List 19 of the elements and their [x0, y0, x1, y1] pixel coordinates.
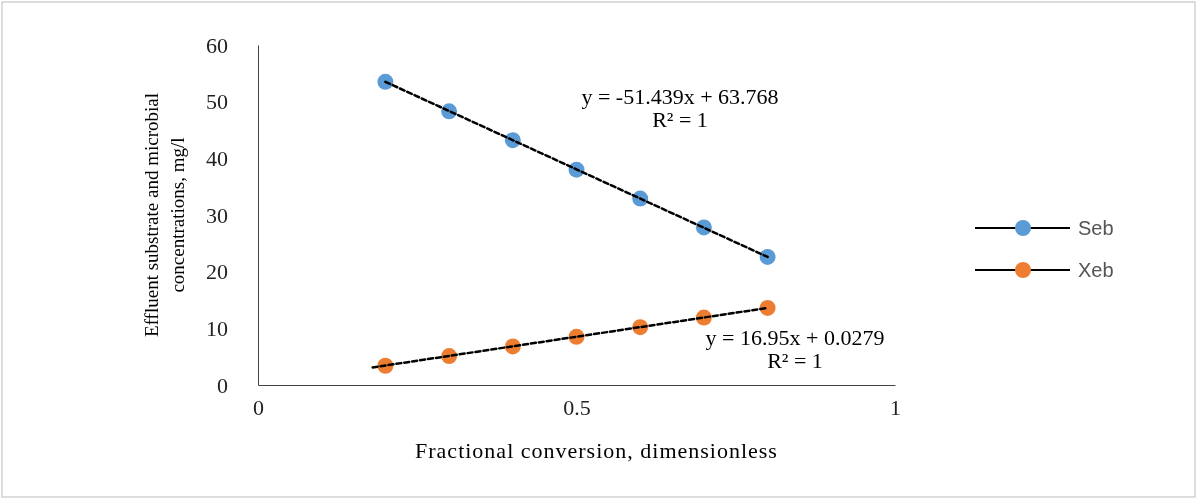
point: [759, 299, 776, 316]
annotation: R² = 1: [652, 107, 708, 132]
y-axis-title: Effluent substrate and microbial concentrations, mg/l: [141, 93, 188, 337]
y-tick-label: 0: [217, 372, 228, 398]
y-tick-label: 20: [206, 259, 228, 285]
y-tick-label: 10: [206, 315, 228, 341]
y-tick-label: 30: [206, 202, 228, 228]
x-axis-title: Fractional conversion, dimensionless: [415, 438, 778, 463]
y-tick-label: 60: [206, 32, 228, 58]
legend-label: Xeb: [1078, 259, 1114, 281]
y-tick-label: 40: [206, 145, 228, 171]
annotation: y = 16.95x + 0.0279: [705, 325, 885, 350]
y-tick-label: 50: [206, 89, 228, 115]
x-tick-label: 1: [890, 394, 901, 420]
annotation: R² = 1: [767, 348, 823, 373]
x-tick-label: 0: [253, 394, 264, 420]
x-tick-label: 0.5: [563, 394, 591, 420]
legend-label: Seb: [1078, 217, 1114, 239]
annotation: y = -51.439x + 63.768: [581, 84, 779, 109]
